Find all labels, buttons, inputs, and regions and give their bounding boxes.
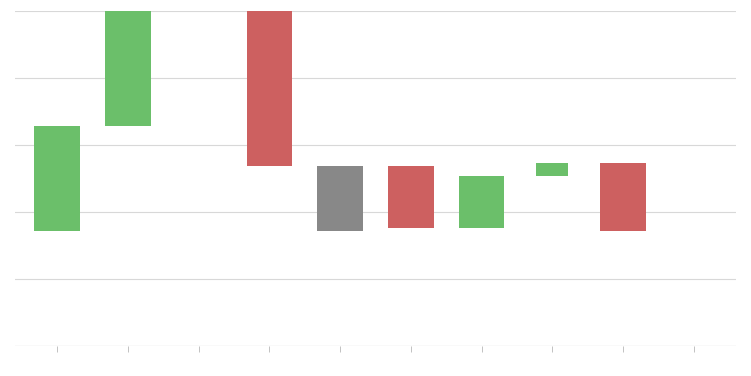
Bar	[317, 165, 363, 231]
Bar	[600, 163, 646, 231]
Bar	[105, 0, 151, 126]
Bar	[459, 176, 505, 228]
Bar	[246, 0, 292, 165]
Bar	[388, 165, 434, 228]
Bar	[35, 126, 80, 231]
Bar	[536, 163, 568, 176]
